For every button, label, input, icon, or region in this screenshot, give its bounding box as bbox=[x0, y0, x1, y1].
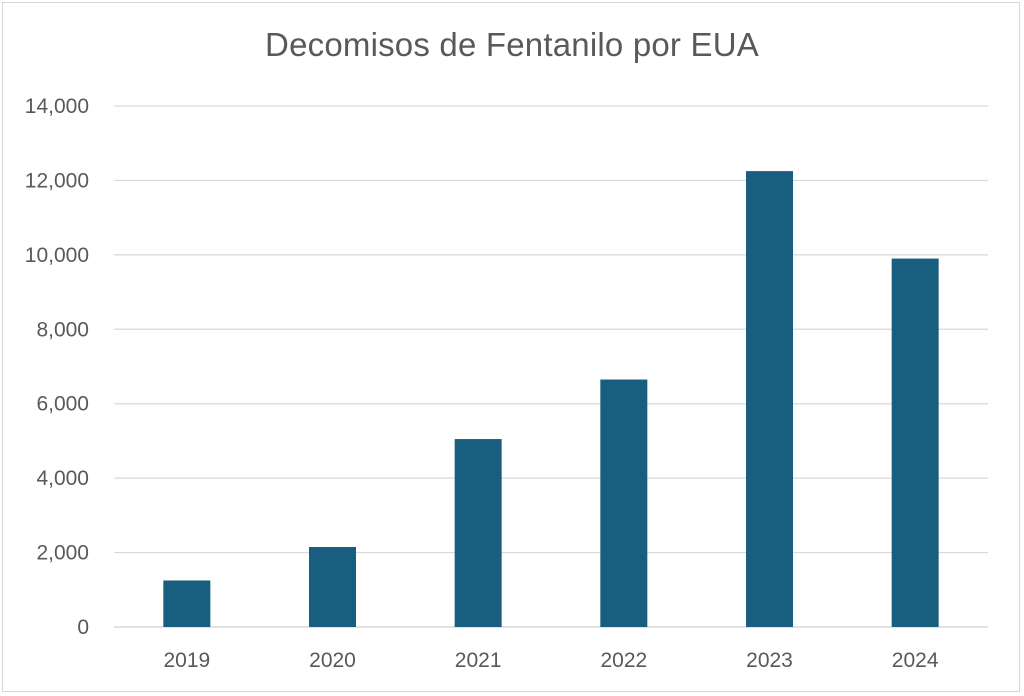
bar-2023 bbox=[746, 171, 793, 627]
y-tick-label: 12,000 bbox=[25, 169, 89, 192]
bar-2019 bbox=[163, 580, 211, 627]
x-tick-label: 2020 bbox=[309, 649, 356, 672]
x-tick-label: 2023 bbox=[746, 649, 793, 672]
gridlines bbox=[114, 105, 988, 628]
bar-2022 bbox=[600, 379, 648, 627]
x-tick-label: 2022 bbox=[600, 649, 647, 672]
x-tick-label: 2024 bbox=[892, 649, 939, 672]
y-tick-label: 8,000 bbox=[36, 318, 89, 341]
bars bbox=[163, 171, 939, 627]
y-tick-label: 6,000 bbox=[36, 393, 89, 416]
y-axis-tick-labels: 0 2,000 4,000 6,000 8,000 10,000 12,000 14,000 bbox=[25, 95, 89, 639]
y-tick-label: 4,000 bbox=[36, 467, 89, 490]
bar-2021 bbox=[454, 439, 502, 627]
chart-title: Decomisos de Fentanilo por EUA bbox=[265, 26, 759, 63]
x-tick-label: 2019 bbox=[163, 649, 210, 672]
x-tick-label: 2021 bbox=[455, 649, 502, 672]
y-tick-label: 2,000 bbox=[36, 542, 89, 565]
bar-2020 bbox=[309, 546, 356, 627]
y-tick-label: 14,000 bbox=[25, 95, 89, 118]
x-axis-tick-labels: 2019 2020 2021 2022 2023 2024 bbox=[163, 649, 938, 672]
bar-2024 bbox=[891, 258, 939, 627]
y-tick-label: 10,000 bbox=[25, 244, 89, 267]
y-tick-label: 0 bbox=[77, 616, 89, 639]
